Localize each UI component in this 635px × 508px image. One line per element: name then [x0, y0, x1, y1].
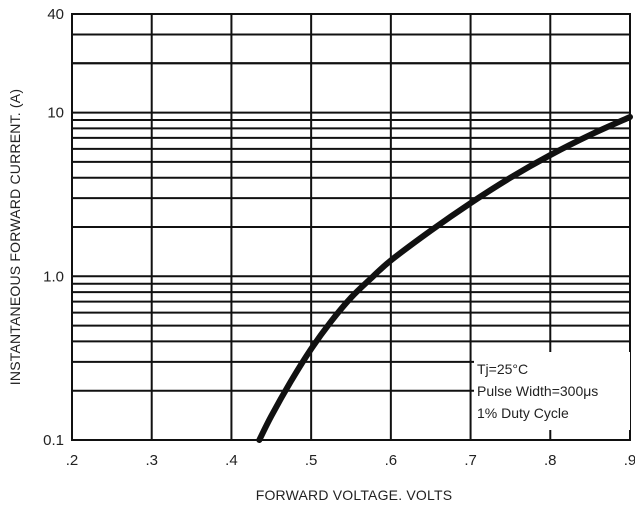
chart-grid	[71, 13, 631, 441]
x-tick-label: .8	[544, 452, 557, 469]
y-tick-label: 1.0	[43, 268, 64, 285]
x-tick-label: .2	[66, 452, 79, 469]
y-tick-label: 0.1	[43, 432, 64, 449]
y-tick-labels: 0.1 1.0 10 40	[43, 6, 64, 449]
plot-frame	[71, 13, 631, 441]
condition-pulse-width: Pulse Width=300μs	[477, 383, 598, 399]
forward-current-curve	[256, 113, 633, 443]
x-tick-labels: .2 .3 .4 .5 .6 .7 .8 .9	[66, 452, 635, 469]
x-tick-label: .7	[464, 452, 477, 469]
condition-temperature: Tj=25°C	[477, 361, 528, 377]
condition-legend-box: Tj=25°C Pulse Width=300μs 1% Duty Cycle	[474, 352, 630, 430]
y-axis-title: INSTANTANEOUS FORWARD CURRENT. (A)	[7, 89, 23, 385]
x-tick-label: .3	[145, 452, 158, 469]
x-tick-label: .4	[225, 452, 238, 469]
condition-legend-background	[474, 352, 630, 430]
y-tick-label: 10	[47, 105, 64, 122]
x-tick-label: .5	[305, 452, 318, 469]
x-tick-label: .9	[624, 452, 635, 469]
series-layer	[256, 113, 633, 443]
x-axis-title: FORWARD VOLTAGE. VOLTS	[256, 487, 453, 503]
x-tick-label: .6	[385, 452, 398, 469]
condition-duty-cycle: 1% Duty Cycle	[477, 405, 569, 421]
y-tick-label: 40	[47, 6, 64, 23]
